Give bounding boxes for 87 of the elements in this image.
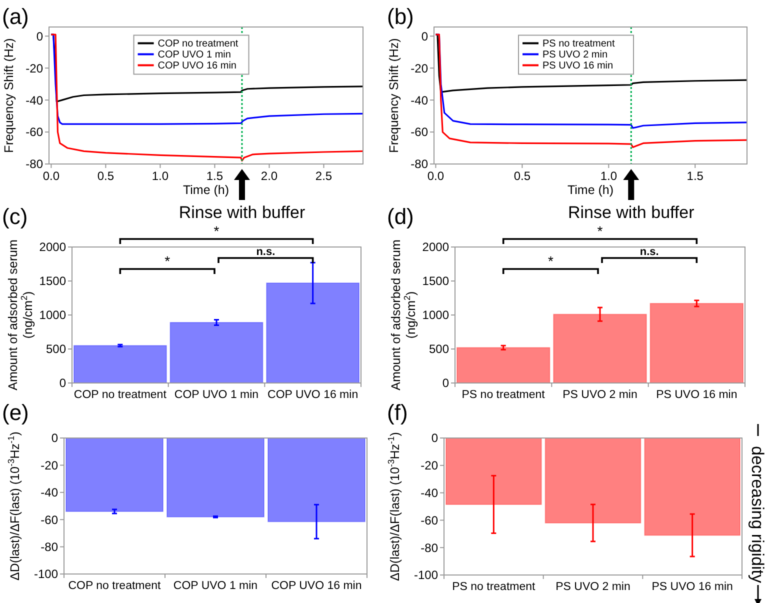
x-axis-title: Time (h) xyxy=(567,183,614,197)
x-tick-label: 2.0 xyxy=(260,169,278,183)
y-tick-label: 2000 xyxy=(422,240,450,254)
x-tick-label: COP no treatment xyxy=(68,580,162,592)
legend-label: PS no treatment xyxy=(542,38,615,50)
y-axis-title: Frequency Shift (Hz) xyxy=(2,38,16,153)
y-tick-label: -60 xyxy=(26,125,44,140)
y-tick-label: -80 xyxy=(40,540,58,554)
y-tick-label: 1000 xyxy=(39,308,66,322)
y-tick-label: 2000 xyxy=(39,240,66,254)
y-tick-label: 0 xyxy=(421,29,428,44)
x-axis-title: Time (h) xyxy=(182,183,230,197)
x-tick-label: 1.5 xyxy=(686,169,704,183)
y-tick-label: -20 xyxy=(410,61,428,76)
annotation: * xyxy=(164,253,171,269)
legend-label: PS UVO 2 min xyxy=(542,50,608,61)
y-tick-label: -20 xyxy=(420,458,438,473)
y-tick-label: 1500 xyxy=(422,274,450,288)
x-tick-label: COP UVO 16 min xyxy=(268,389,358,401)
x-tick-label: 2.5 xyxy=(315,169,332,183)
y-tick-label: -60 xyxy=(40,512,58,527)
x-tick-label: PS no treatment xyxy=(452,581,536,593)
y-tick-label: -20 xyxy=(26,61,44,76)
y-tick-label: -80 xyxy=(420,540,438,555)
x-tick-label: 1.5 xyxy=(206,169,224,183)
y-tick-label: -60 xyxy=(410,125,428,140)
y-tick-label: -80 xyxy=(410,157,428,172)
text: decreasing rigidity xyxy=(748,446,768,584)
x-tick-label: 0.0 xyxy=(427,169,444,183)
line-series xyxy=(50,34,364,125)
x-tick-label: PS UVO 2 min xyxy=(562,389,638,401)
ref-line-label: Rinse with buffer xyxy=(568,203,695,222)
annotation: * xyxy=(548,253,554,269)
x-tick-label: PS UVO 16 min xyxy=(652,581,733,593)
line-series xyxy=(434,34,748,93)
y-tick-label: -100 xyxy=(414,568,438,582)
x-tick-label: 0.0 xyxy=(42,169,60,183)
legend-label: PS UVO 16 min xyxy=(542,60,614,72)
x-tick-label: COP no treatment xyxy=(74,389,168,401)
y-tick-label: -40 xyxy=(410,93,428,108)
bar xyxy=(73,345,167,384)
text: * xyxy=(597,223,604,239)
x-tick-label: 0.5 xyxy=(514,169,531,183)
text: * xyxy=(214,223,220,239)
x-tick-label: COP UVO 1 min xyxy=(174,389,259,401)
x-tick-label: 1.0 xyxy=(600,169,618,183)
bar xyxy=(456,347,550,384)
x-tick-label: PS no treatment xyxy=(462,389,546,401)
y-tick-label: -20 xyxy=(40,458,58,472)
y-tick-label: 0 xyxy=(431,431,438,446)
y-tick-label: -60 xyxy=(420,513,438,528)
chart-title: (a) xyxy=(2,4,29,29)
y-tick-label: -40 xyxy=(420,486,438,500)
x-tick-label: COP UVO 16 min xyxy=(271,580,362,592)
legend-label: COP UVO 16 min xyxy=(158,60,237,72)
chart-title: (e) xyxy=(2,400,29,425)
legend-label: COP UVO 1 min xyxy=(158,50,231,61)
y-tick-label: 1000 xyxy=(422,308,450,322)
y-axis-title: Frequency Shift (Hz) xyxy=(387,38,401,153)
annotation: n.s. xyxy=(640,246,659,258)
x-tick-label: PS UVO 2 min xyxy=(556,581,630,593)
annotation: n.s. xyxy=(256,246,276,258)
x-tick-label: 0.5 xyxy=(97,169,114,183)
x-tick-label: 1.0 xyxy=(152,169,169,183)
y-tick-label: 500 xyxy=(46,342,66,356)
y-tick-label: 1500 xyxy=(39,274,66,288)
chart-title: (f) xyxy=(387,400,408,425)
chart-title: (c) xyxy=(2,204,28,229)
chart-title: (d) xyxy=(387,204,414,229)
y-tick-label: -40 xyxy=(26,93,44,108)
x-tick-label: PS UVO 16 min xyxy=(656,389,738,401)
y-tick-label: 0 xyxy=(442,376,450,390)
y-tick-label: 0 xyxy=(51,431,58,446)
bar xyxy=(170,322,264,384)
y-tick-label: -80 xyxy=(26,157,44,172)
line-series xyxy=(434,34,748,148)
y-tick-label: 0 xyxy=(36,29,44,44)
bar xyxy=(650,302,744,384)
y-tick-label: -40 xyxy=(40,486,58,500)
ref-line-label: Rinse with buffer xyxy=(178,203,306,222)
line-series xyxy=(50,34,364,162)
y-tick-label: -100 xyxy=(34,567,58,582)
chart-title: (b) xyxy=(387,4,414,29)
x-tick-label: COP UVO 1 min xyxy=(173,580,258,592)
y-tick-label: 0 xyxy=(59,376,66,390)
legend-label: COP no treatment xyxy=(158,38,238,50)
y-tick-label: 500 xyxy=(428,342,450,356)
